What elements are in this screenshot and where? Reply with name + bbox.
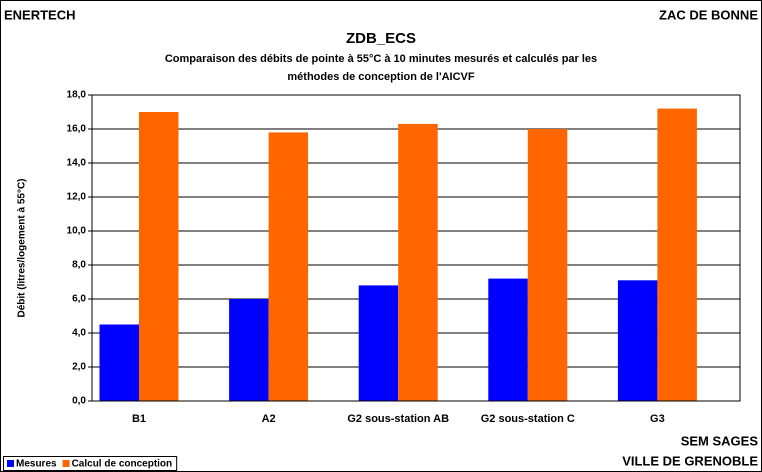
legend-swatch	[62, 460, 70, 467]
y-tick-label: 2,0	[72, 362, 86, 373]
y-tick-label: 14,0	[67, 158, 87, 169]
bar	[657, 108, 697, 401]
chart-title: ZDB_ECS	[346, 30, 416, 47]
y-tick-label: 0,0	[72, 396, 86, 407]
bar	[527, 129, 568, 401]
subtitle: Comparaison des débits de pointe à 55°C …	[165, 53, 597, 65]
y-tick-label: 8,0	[72, 260, 86, 271]
x-tick-label: B1	[132, 413, 146, 425]
x-tick-label: G3	[650, 413, 665, 425]
footer-right: SEM SAGES	[681, 433, 759, 448]
legend-label: Calcul de conception	[72, 459, 173, 470]
legend-box	[3, 456, 178, 471]
bar	[99, 324, 139, 401]
y-tick-label: 12,0	[67, 192, 87, 203]
y-axis-label: Débit (litres/logement à 55°C)	[17, 178, 28, 317]
y-tick-label: 18,0	[67, 90, 87, 101]
footer-right: VILLE DE GRENOBLE	[622, 453, 758, 468]
header-left: ENERTECH	[4, 7, 76, 22]
bar	[268, 132, 309, 401]
subtitle: méthodes de conception de l'AICVF	[287, 71, 474, 83]
x-tick-label: G2 sous-station AB	[347, 413, 449, 425]
y-tick-label: 6,0	[72, 294, 86, 305]
bar	[229, 299, 269, 401]
x-tick-label: G2 sous-station C	[481, 413, 575, 425]
y-tick-label: 16,0	[67, 124, 87, 135]
bar	[488, 278, 528, 401]
header-right: ZAC DE BONNE	[659, 7, 758, 22]
legend-label: Mesures	[16, 459, 57, 470]
x-tick-label: A2	[262, 413, 276, 425]
legend-swatch	[7, 460, 14, 467]
bar	[617, 280, 658, 401]
bar	[358, 285, 399, 401]
bar	[398, 123, 438, 402]
y-tick-label: 4,0	[72, 328, 86, 339]
y-tick-label: 10,0	[67, 226, 87, 237]
bar	[139, 112, 179, 401]
